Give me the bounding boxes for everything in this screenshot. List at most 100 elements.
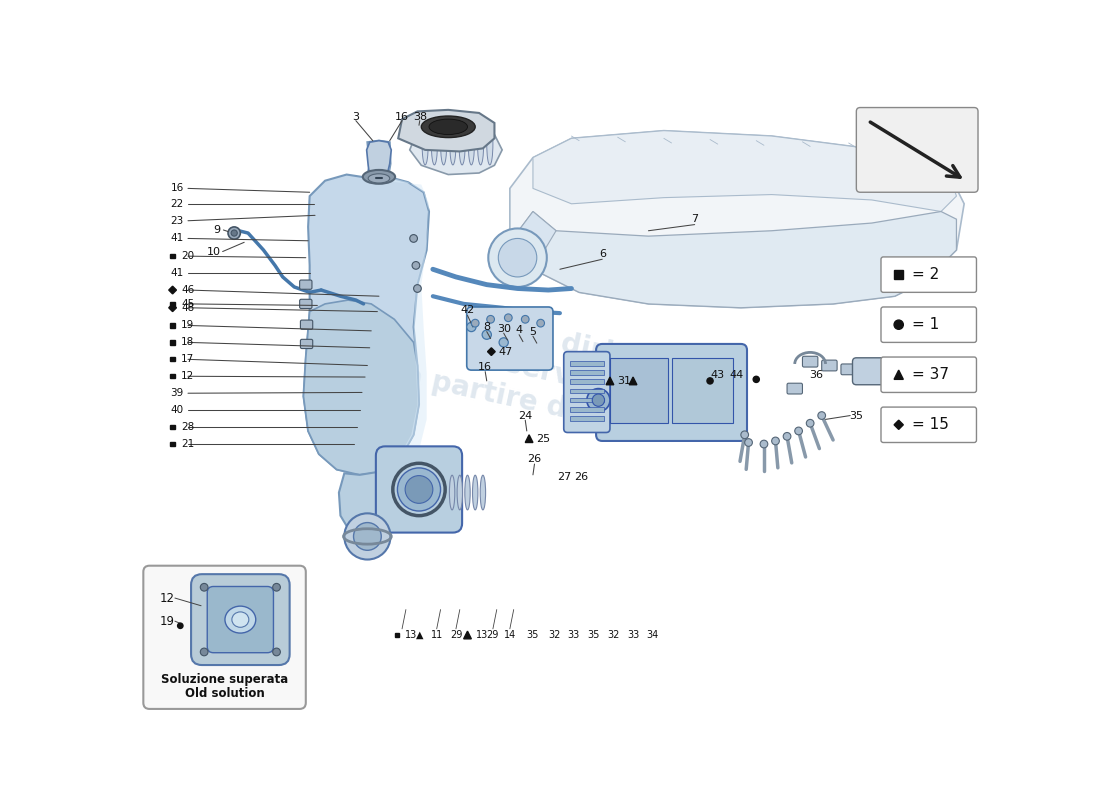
Text: 22: 22 <box>170 199 184 209</box>
Circle shape <box>592 394 605 406</box>
Ellipse shape <box>458 475 462 510</box>
Text: 14: 14 <box>504 630 516 640</box>
Polygon shape <box>510 130 964 308</box>
FancyBboxPatch shape <box>563 352 609 433</box>
Text: 30: 30 <box>497 323 510 334</box>
Text: 26: 26 <box>573 472 587 482</box>
Polygon shape <box>487 348 495 355</box>
Circle shape <box>505 314 513 322</box>
Text: 35: 35 <box>586 630 600 640</box>
Circle shape <box>273 583 280 591</box>
Circle shape <box>488 229 547 287</box>
Text: 11: 11 <box>430 630 443 640</box>
Text: 35: 35 <box>849 410 864 421</box>
FancyBboxPatch shape <box>596 344 747 441</box>
Ellipse shape <box>469 122 474 165</box>
Text: 35: 35 <box>527 630 539 640</box>
Circle shape <box>466 322 476 332</box>
Bar <box>570 361 604 366</box>
Text: ▲: ▲ <box>416 630 424 640</box>
Text: 38: 38 <box>412 112 427 122</box>
Text: 16: 16 <box>170 183 184 194</box>
Circle shape <box>177 623 183 629</box>
Circle shape <box>499 338 508 347</box>
Circle shape <box>794 427 803 435</box>
Ellipse shape <box>440 122 447 165</box>
Text: 47: 47 <box>498 346 513 357</box>
Text: 29: 29 <box>486 630 499 640</box>
Polygon shape <box>526 435 534 442</box>
Ellipse shape <box>226 606 255 633</box>
Text: 3: 3 <box>352 112 360 122</box>
Text: 20: 20 <box>182 251 195 261</box>
Bar <box>570 407 604 412</box>
Circle shape <box>200 648 208 656</box>
Text: 16: 16 <box>395 112 409 122</box>
Text: Soluzione superata: Soluzione superata <box>162 673 288 686</box>
FancyBboxPatch shape <box>856 107 978 192</box>
Text: Old solution: Old solution <box>185 687 265 700</box>
Text: 39: 39 <box>170 388 184 398</box>
Circle shape <box>482 330 492 339</box>
Text: 44: 44 <box>730 370 744 380</box>
Text: = 37: = 37 <box>912 367 949 382</box>
Text: 13: 13 <box>476 630 488 640</box>
Ellipse shape <box>473 475 477 510</box>
FancyBboxPatch shape <box>842 364 856 374</box>
FancyBboxPatch shape <box>143 566 306 709</box>
Ellipse shape <box>481 475 485 510</box>
FancyBboxPatch shape <box>191 574 289 665</box>
Text: 13: 13 <box>405 630 417 640</box>
Text: = 2: = 2 <box>912 267 939 282</box>
Circle shape <box>498 238 537 277</box>
Text: 48: 48 <box>182 302 195 313</box>
Bar <box>170 340 175 345</box>
Text: 5: 5 <box>529 326 537 337</box>
Circle shape <box>760 440 768 448</box>
Text: 16: 16 <box>478 362 492 372</box>
Text: 34: 34 <box>646 630 659 640</box>
FancyBboxPatch shape <box>788 383 803 394</box>
Bar <box>570 398 604 402</box>
FancyBboxPatch shape <box>299 280 312 290</box>
Polygon shape <box>510 211 957 308</box>
FancyBboxPatch shape <box>881 407 977 442</box>
Text: 21: 21 <box>182 439 195 449</box>
Bar <box>570 416 604 421</box>
Circle shape <box>228 227 240 239</box>
Ellipse shape <box>429 119 468 134</box>
Polygon shape <box>464 631 472 639</box>
Ellipse shape <box>431 122 438 165</box>
Circle shape <box>707 378 713 384</box>
Ellipse shape <box>421 116 475 138</box>
Text: 42: 42 <box>461 305 474 315</box>
Text: 36: 36 <box>810 370 823 380</box>
Bar <box>170 358 175 362</box>
Text: 17: 17 <box>182 354 195 364</box>
Bar <box>570 389 604 394</box>
Circle shape <box>273 648 280 656</box>
Bar <box>170 425 175 430</box>
Bar <box>609 358 668 423</box>
Circle shape <box>412 262 420 270</box>
Circle shape <box>231 230 238 236</box>
Text: 12: 12 <box>182 371 195 382</box>
Text: 41: 41 <box>170 268 184 278</box>
Polygon shape <box>894 370 903 379</box>
Text: 43: 43 <box>711 370 725 380</box>
Polygon shape <box>168 304 176 311</box>
Ellipse shape <box>459 122 465 165</box>
Text: 40: 40 <box>170 405 184 415</box>
Bar <box>671 358 734 423</box>
Text: 33: 33 <box>566 630 579 640</box>
FancyBboxPatch shape <box>803 356 818 367</box>
Text: 33: 33 <box>627 630 639 640</box>
Ellipse shape <box>368 174 389 183</box>
Text: 26: 26 <box>527 454 541 465</box>
Bar <box>170 442 175 446</box>
Polygon shape <box>534 130 957 211</box>
Ellipse shape <box>450 475 454 510</box>
Circle shape <box>486 315 495 323</box>
Text: 23: 23 <box>170 216 184 226</box>
Bar <box>570 379 604 384</box>
